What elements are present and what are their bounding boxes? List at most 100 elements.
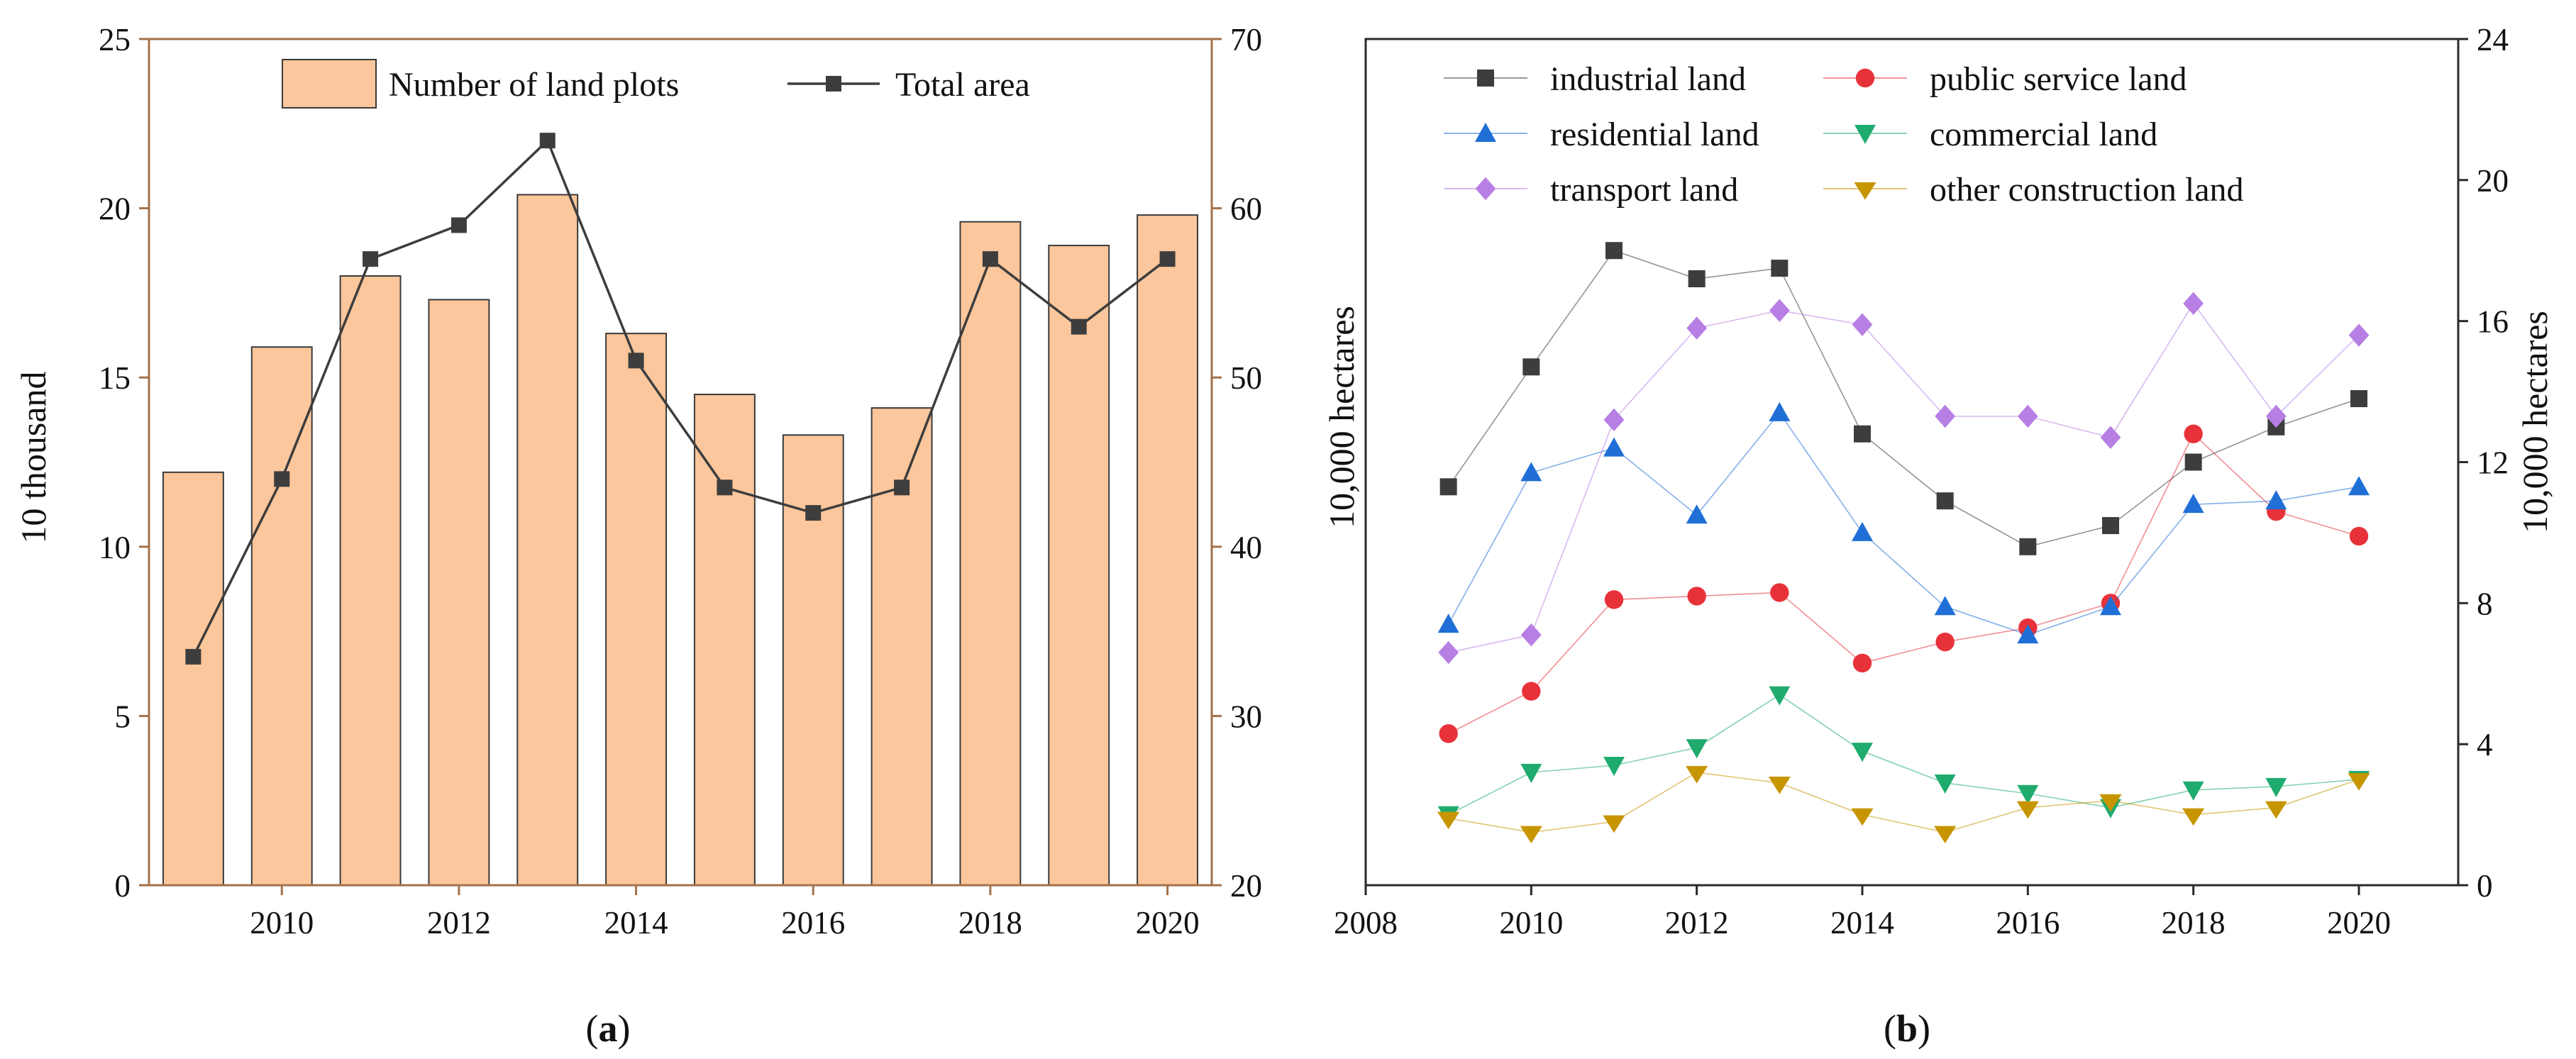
panel-b-legend: industrial land public service land reside… xyxy=(1444,60,2244,209)
legend-label-public-service-land: public service land xyxy=(1930,60,2187,98)
point-residential-land-2013 xyxy=(1769,401,1791,421)
panel-b-series xyxy=(1437,242,2370,844)
bar-2010 xyxy=(250,346,313,886)
point-transport-land-2009 xyxy=(1438,641,1459,665)
series-residential-land xyxy=(1437,401,2370,644)
point-industrial-land-2013 xyxy=(1771,260,1789,277)
panel-b-caption-open: ( xyxy=(1884,1007,1896,1050)
a-x-tick-label: 2010 xyxy=(250,905,314,941)
panel-a-ylabel-left: 10 thousand xyxy=(13,371,53,543)
b-x-tick-label: 2018 xyxy=(2162,905,2226,941)
point-commercial-land-2012 xyxy=(1686,739,1708,759)
point-transport-land-2015 xyxy=(1935,404,1956,428)
b-x-tick-label: 2016 xyxy=(1996,905,2060,941)
series-transport-land xyxy=(1438,292,2370,665)
point-transport-land-2017 xyxy=(2100,426,2121,449)
panel-b-caption: (b) xyxy=(1884,1007,1930,1050)
bar-2013 xyxy=(516,194,579,886)
point-commercial-land-2015 xyxy=(1934,774,1956,794)
point-industrial-land-2018 xyxy=(2184,453,2202,471)
legend-label-industrial-land: industrial land xyxy=(1550,60,1746,98)
panel-a: 0 5 10 15 20 25 20 30 40 50 60 70 2010 2012 2014 2016 20… xyxy=(13,22,1361,1050)
point-transport-land-2019 xyxy=(2265,404,2287,428)
point-public-service-land-2018 xyxy=(2184,424,2203,443)
panel-a-line xyxy=(185,133,1176,665)
point-transport-land-2018 xyxy=(2183,292,2204,316)
point-industrial-land-2020 xyxy=(2350,390,2367,408)
point-industrial-land-2012 xyxy=(1688,270,1706,288)
point-other-construction-land-2014 xyxy=(1851,808,1874,826)
a-x-tick-label: 2016 xyxy=(781,905,845,941)
a-left-tick-label: 20 xyxy=(99,192,131,227)
panel-a-frame xyxy=(148,38,1213,887)
bar-2016 xyxy=(782,434,844,886)
point-commercial-land-2011 xyxy=(1603,756,1625,776)
total-area-point-2012 xyxy=(450,217,467,233)
series-line-industrial-land xyxy=(1448,250,2360,548)
point-other-construction-land-2012 xyxy=(1686,765,1708,784)
a-right-tick-label: 40 xyxy=(1230,530,1262,565)
panel-a-legend: Number of land plots Total area xyxy=(282,59,1030,109)
total-area-point-2014 xyxy=(628,353,644,369)
point-commercial-land-2013 xyxy=(1769,686,1791,706)
series-commercial-land xyxy=(1437,686,2370,826)
point-other-construction-land-2018 xyxy=(2182,808,2205,826)
bar-2020 xyxy=(1137,214,1199,887)
point-residential-land-2015 xyxy=(1934,596,1956,616)
total-area-point-2017 xyxy=(894,479,910,496)
point-industrial-land-2014 xyxy=(1854,425,1871,443)
a-x-tick-label: 2014 xyxy=(604,905,668,941)
point-transport-land-2020 xyxy=(2348,323,2370,347)
panel-a-bars xyxy=(162,194,1199,887)
b-right-tick-label: 20 xyxy=(2477,163,2509,199)
point-residential-land-2019 xyxy=(2265,490,2287,510)
point-residential-land-2016 xyxy=(2017,624,2039,644)
total-area-point-2016 xyxy=(805,505,822,521)
point-commercial-land-2018 xyxy=(2182,781,2204,801)
panel-b-frame xyxy=(1364,38,2460,887)
bar-2017 xyxy=(870,407,933,886)
point-other-construction-land-2009 xyxy=(1437,811,1460,830)
total-area-point-2015 xyxy=(717,479,733,496)
point-industrial-land-2009 xyxy=(1439,478,1457,496)
a-x-tick-label: 2018 xyxy=(958,905,1022,941)
point-public-service-land-2010 xyxy=(1522,682,1541,701)
series-line-commercial-land xyxy=(1448,694,2360,816)
legend-bar-label: Number of land plots xyxy=(389,66,679,104)
point-commercial-land-2010 xyxy=(1520,763,1542,783)
total-area-point-2010 xyxy=(274,471,290,487)
point-residential-land-2018 xyxy=(2182,494,2204,514)
bar-2018 xyxy=(959,221,1022,886)
a-left-tick-label: 15 xyxy=(99,360,131,396)
series-line-public-service-land xyxy=(1448,433,2360,734)
point-residential-land-2020 xyxy=(2348,476,2370,496)
a-x-tick-label: 2012 xyxy=(427,905,491,941)
b-right-tick-label: 4 xyxy=(2477,727,2493,763)
total-area-point-2009 xyxy=(185,648,201,665)
panel-a-caption-open: ( xyxy=(586,1007,599,1050)
b-right-tick-label: 16 xyxy=(2477,304,2509,340)
b-right-tick-label: 8 xyxy=(2477,586,2493,621)
point-commercial-land-2019 xyxy=(2265,777,2287,797)
b-x-tick-label: 2010 xyxy=(1499,905,1563,941)
point-other-construction-land-2010 xyxy=(1520,826,1542,844)
legend-bar-swatch xyxy=(282,59,377,109)
panel-a-caption-close: ) xyxy=(618,1007,631,1050)
a-right-tick-label: 50 xyxy=(1230,360,1262,396)
a-left-tick-label: 10 xyxy=(99,530,131,565)
point-other-construction-land-2019 xyxy=(2265,801,2287,819)
panel-b-ylabel-right: 10,000 hectares xyxy=(2515,311,2555,533)
bar-2015 xyxy=(693,394,756,886)
point-industrial-land-2010 xyxy=(1522,358,1540,376)
point-public-service-land-2020 xyxy=(2349,526,2369,546)
point-commercial-land-2016 xyxy=(2017,784,2039,804)
a-right-tick-label: 60 xyxy=(1230,192,1262,227)
point-transport-land-2011 xyxy=(1603,408,1625,432)
legend-label-other-construction-land: other construction land xyxy=(1930,171,2244,209)
point-industrial-land-2015 xyxy=(1936,492,1954,510)
total-area-point-2020 xyxy=(1159,251,1176,267)
point-residential-land-2017 xyxy=(2100,596,2121,616)
point-commercial-land-2014 xyxy=(1852,743,1873,763)
legend-line-label: Total area xyxy=(895,66,1030,104)
point-other-construction-land-2017 xyxy=(2099,794,2122,812)
